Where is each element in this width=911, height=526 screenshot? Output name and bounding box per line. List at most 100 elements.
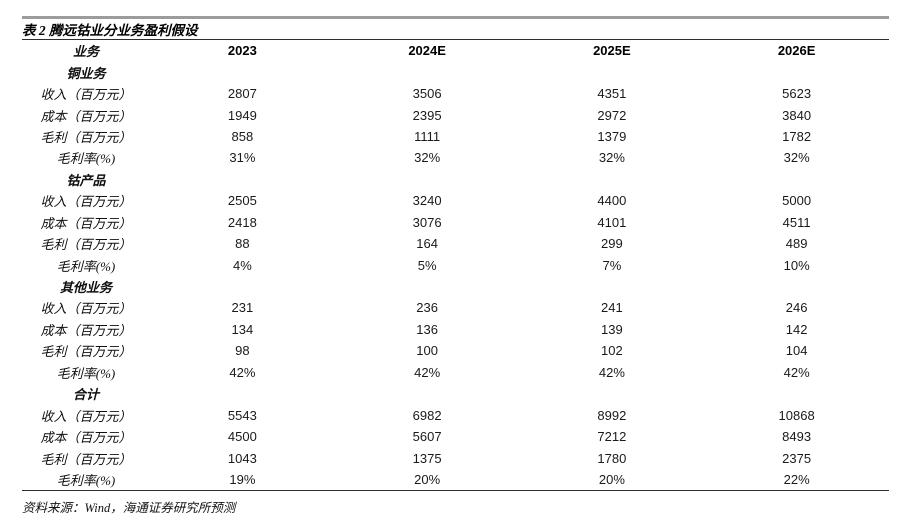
top-divider xyxy=(22,16,889,19)
section-name: 钴产品 xyxy=(66,172,106,188)
table-row: 收入（百万元） 5543 6982 8992 10868 xyxy=(22,404,889,425)
table-row: 毛利率(%) 31% 32% 32% 32% xyxy=(22,147,889,168)
table-row: 收入（百万元） 231 236 241 246 xyxy=(22,297,889,318)
value-cell: 164 xyxy=(416,236,438,252)
value-cell: 98 xyxy=(235,343,250,359)
value-cell: 3840 xyxy=(782,107,812,123)
row-label: 毛利率(%) xyxy=(56,365,116,381)
empty-cell xyxy=(150,169,335,190)
table-row: 成本（百万元） 134 136 139 142 xyxy=(22,319,889,340)
table-row: 成本（百万元） 1949 2395 2972 3840 xyxy=(22,104,889,125)
table-row: 毛利（百万元） 88 164 299 489 xyxy=(22,233,889,254)
value-cell: 31% xyxy=(229,150,256,166)
bottom-divider xyxy=(22,490,889,492)
table-row: 成本（百万元） 2418 3076 4101 4511 xyxy=(22,212,889,233)
row-label: 毛利率(%) xyxy=(56,472,116,488)
value-cell: 4351 xyxy=(597,86,627,102)
row-label: 成本（百万元） xyxy=(40,108,132,124)
row-label: 成本（百万元） xyxy=(40,322,132,338)
value-cell: 2375 xyxy=(782,450,812,466)
value-cell: 8992 xyxy=(597,407,627,423)
value-cell: 2972 xyxy=(597,107,627,123)
value-cell: 299 xyxy=(601,236,623,252)
value-cell: 241 xyxy=(601,300,623,316)
table-title: 表 2 腾远钴业分业务盈利假设 xyxy=(22,19,889,40)
value-cell: 10868 xyxy=(778,407,815,423)
empty-cell xyxy=(520,61,705,82)
table-row: 成本（百万元） 4500 5607 7212 8493 xyxy=(22,426,889,447)
value-cell: 1375 xyxy=(412,450,442,466)
section-name: 其他业务 xyxy=(59,280,112,296)
section-header-row: 铜业务 xyxy=(22,61,889,82)
value-cell: 142 xyxy=(785,321,808,337)
value-cell: 5000 xyxy=(782,193,812,209)
row-label: 毛利（百万元） xyxy=(40,344,132,360)
value-cell: 42% xyxy=(229,364,256,380)
value-cell: 1780 xyxy=(597,450,627,466)
value-cell: 2505 xyxy=(227,193,257,209)
profit-assumptions-table: 业务 2023 2024E 2025E 2026E 铜业务 收入（百万元） 2807… xyxy=(22,40,889,490)
value-cell: 231 xyxy=(231,300,254,316)
column-header-business: 业务 xyxy=(72,44,99,60)
empty-cell xyxy=(704,169,889,190)
value-cell: 42% xyxy=(414,364,441,380)
value-cell: 10% xyxy=(783,257,810,273)
value-cell: 136 xyxy=(416,321,438,337)
value-cell: 2807 xyxy=(227,86,257,102)
value-cell: 32% xyxy=(414,150,441,166)
value-cell: 2395 xyxy=(412,107,442,123)
table-row: 毛利率(%) 42% 42% 42% 42% xyxy=(22,362,889,383)
value-cell: 1949 xyxy=(227,107,257,123)
empty-cell xyxy=(520,276,705,297)
column-header-2024e: 2024E xyxy=(408,43,446,59)
value-cell: 1043 xyxy=(227,450,257,466)
empty-cell xyxy=(335,61,520,82)
value-cell: 5623 xyxy=(782,86,812,102)
value-cell: 42% xyxy=(598,364,625,380)
table-row: 毛利率(%) 19% 20% 20% 22% xyxy=(22,469,889,490)
value-cell: 19% xyxy=(229,471,256,487)
report-page: 表 2 腾远钴业分业务盈利假设 业务 2023 2024E 2025E 2026… xyxy=(0,16,911,516)
value-cell: 104 xyxy=(785,343,808,359)
section-name: 铜业务 xyxy=(66,65,106,81)
value-cell: 3506 xyxy=(412,86,442,102)
empty-cell xyxy=(520,383,705,404)
section-header-row: 合计 xyxy=(22,383,889,404)
section-header-row: 钴产品 xyxy=(22,169,889,190)
row-label: 收入（百万元） xyxy=(40,194,132,210)
source-note: 资料来源：Wind，海通证券研究所预测 xyxy=(22,501,236,516)
value-cell: 4400 xyxy=(597,193,627,209)
value-cell: 4511 xyxy=(782,214,811,230)
value-cell: 8493 xyxy=(782,429,812,445)
empty-cell xyxy=(335,383,520,404)
empty-cell xyxy=(704,61,889,82)
empty-cell xyxy=(150,276,335,297)
empty-cell xyxy=(704,383,889,404)
empty-cell xyxy=(520,169,705,190)
value-cell: 139 xyxy=(601,321,623,337)
value-cell: 1379 xyxy=(597,128,627,144)
value-cell: 858 xyxy=(231,128,254,144)
value-cell: 88 xyxy=(235,236,250,252)
row-label: 成本（百万元） xyxy=(40,430,132,446)
value-cell: 4500 xyxy=(227,429,257,445)
empty-cell xyxy=(150,61,335,82)
table-row: 毛利（百万元） 858 1111 1379 1782 xyxy=(22,126,889,147)
value-cell: 7% xyxy=(602,257,622,273)
value-cell: 5543 xyxy=(227,407,257,423)
value-cell: 22% xyxy=(783,471,810,487)
value-cell: 3076 xyxy=(412,214,442,230)
row-label: 收入（百万元） xyxy=(40,87,132,103)
value-cell: 2418 xyxy=(227,214,257,230)
column-header-2026e: 2026E xyxy=(777,43,816,59)
row-label: 收入（百万元） xyxy=(40,301,132,317)
value-cell: 4101 xyxy=(597,214,627,230)
row-label: 收入（百万元） xyxy=(40,408,132,424)
empty-cell xyxy=(335,276,520,297)
value-cell: 5607 xyxy=(412,429,442,445)
row-label: 成本（百万元） xyxy=(40,215,132,231)
row-label: 毛利（百万元） xyxy=(40,129,132,145)
value-cell: 134 xyxy=(231,321,254,337)
value-cell: 20% xyxy=(414,471,441,487)
empty-cell xyxy=(335,169,520,190)
